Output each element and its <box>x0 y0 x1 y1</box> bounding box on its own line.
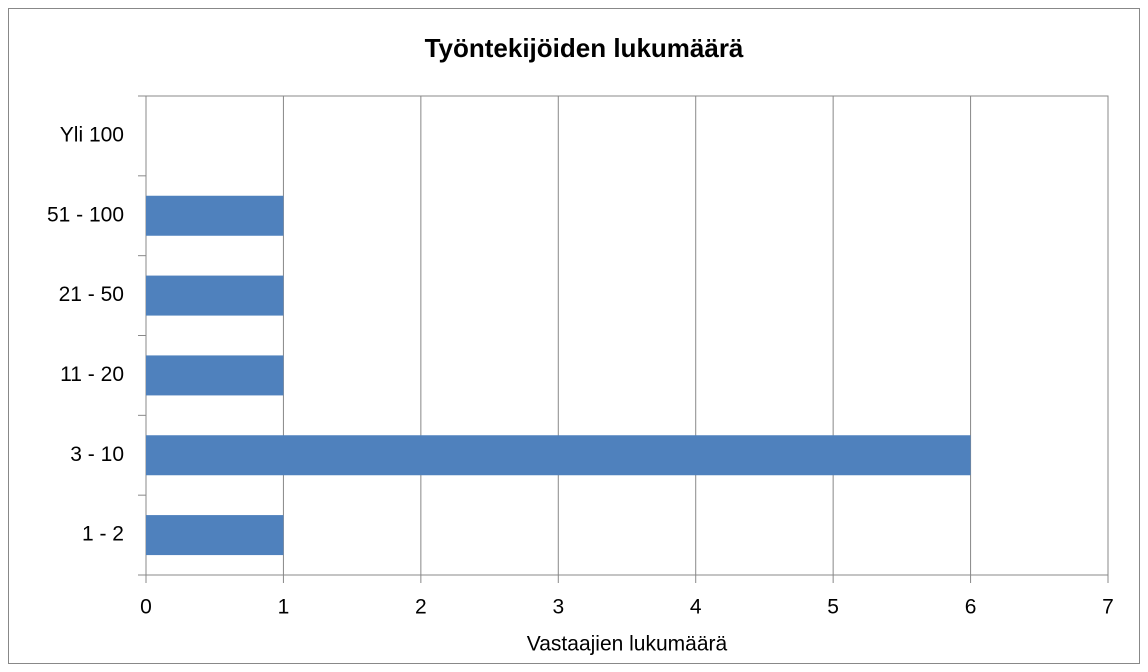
x-tick-label: 1 <box>278 596 290 619</box>
x-tick-label: 6 <box>965 596 977 619</box>
x-tick-label: 0 <box>140 596 152 619</box>
x-tick-label: 3 <box>552 596 564 619</box>
y-tick-label: 21 - 50 <box>59 283 124 306</box>
y-tick-label: 3 - 10 <box>70 443 124 466</box>
bar <box>146 275 284 316</box>
y-tick-label: 1 - 2 <box>82 523 124 546</box>
bar <box>146 435 971 476</box>
y-tick-label: 51 - 100 <box>47 203 124 226</box>
bar <box>146 515 284 556</box>
bar <box>146 195 284 236</box>
bar <box>146 355 284 396</box>
chart-border <box>8 8 1140 664</box>
x-axis-title: Vastaajien lukumäärä <box>527 633 728 656</box>
y-tick-label: 11 - 20 <box>60 363 124 386</box>
x-tick-label: 7 <box>1102 596 1114 619</box>
chart-title: Työntekijöiden lukumäärä <box>425 33 744 63</box>
x-tick-label: 5 <box>827 596 839 619</box>
y-tick-label: Yli 100 <box>60 123 124 146</box>
x-tick-label: 4 <box>690 596 702 619</box>
x-tick-label: 2 <box>415 596 427 619</box>
